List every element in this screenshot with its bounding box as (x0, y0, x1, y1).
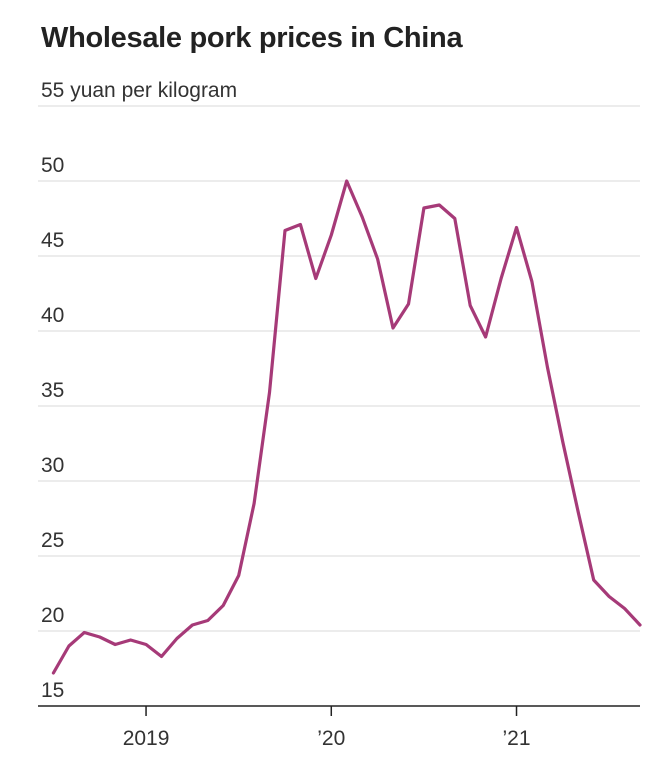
y-tick-label: 55 yuan per kilogram (41, 79, 237, 102)
y-tick-label: 15 (41, 679, 64, 702)
series-line (51, 179, 642, 675)
series-layer (51, 179, 642, 675)
gridlines (38, 105, 640, 707)
x-tick-label: 2019 (123, 727, 170, 750)
x-tick-label: ’20 (317, 727, 345, 750)
y-tick-label: 35 (41, 379, 64, 402)
y-tick-label: 50 (41, 154, 64, 177)
chart-title: Wholesale pork prices in China (41, 22, 463, 54)
y-axis-tick-labels: 55 yuan per kilogram 50 45 40 35 30 25 20 15 (41, 79, 237, 702)
y-tick-label: 30 (41, 454, 64, 477)
y-tick-label: 20 (41, 604, 64, 627)
y-tick-label: 40 (41, 304, 64, 327)
y-tick-label: 25 (41, 529, 64, 552)
y-tick-label: 45 (41, 229, 64, 252)
x-tick-label: ’21 (502, 727, 530, 750)
x-axis: 2019 ’20 ’21 (123, 706, 531, 750)
